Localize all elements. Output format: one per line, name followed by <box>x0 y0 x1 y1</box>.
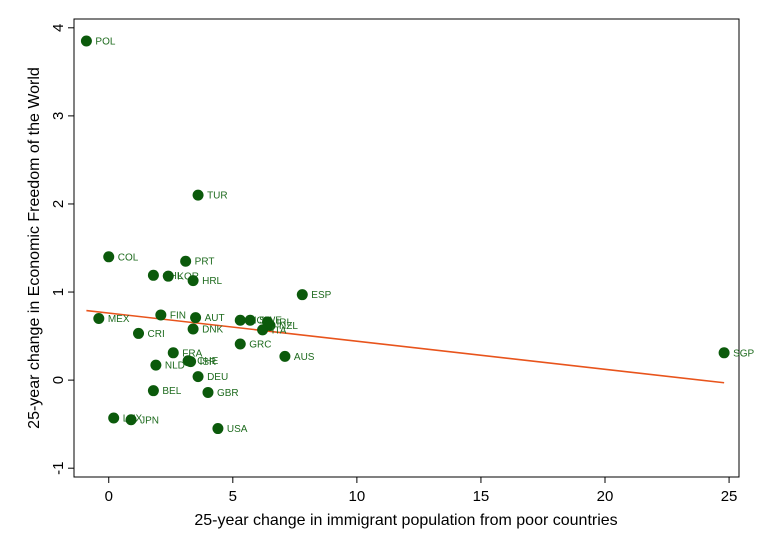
point-prt <box>180 255 192 267</box>
point-aus <box>279 350 291 362</box>
x-tick-label: 0 <box>105 488 113 505</box>
point-nor <box>234 314 246 326</box>
point-bel <box>147 385 159 397</box>
point-lux <box>108 412 120 424</box>
point-label-deu: DEU <box>207 372 228 383</box>
x-axis: 0 5 10 15 20 25 <box>105 477 738 505</box>
y-tick-label: -1 <box>50 462 67 475</box>
point-label-grc: GRC <box>249 340 271 351</box>
point-label-mex: MEX <box>108 314 130 325</box>
point-label-kor: KOR <box>177 272 199 283</box>
point-label-jpn: JPN <box>140 415 159 426</box>
point-label-fin: FIN <box>170 310 186 321</box>
point-kor <box>162 270 174 282</box>
point-label-usa: USA <box>227 424 248 435</box>
point-hrl <box>187 275 199 287</box>
y-tick-label: 0 <box>50 376 67 384</box>
point-pol <box>80 35 92 47</box>
x-tick-label: 20 <box>597 488 614 505</box>
point-label-dnk: DNK <box>202 325 223 336</box>
point-isr <box>185 356 197 368</box>
point-label-nor: NOR <box>249 316 271 327</box>
point-label-che: CHE <box>197 356 218 367</box>
x-tick-label: 10 <box>349 488 366 505</box>
point-label-col: COL <box>118 252 139 263</box>
point-usa <box>212 423 224 435</box>
point-fra <box>167 347 179 359</box>
y-axis-title: 25-year change in Economic Freedom of th… <box>26 67 43 429</box>
point-label-esp: ESP <box>311 290 331 301</box>
point-label-fra: FRA <box>182 348 202 359</box>
point-label-irl: IRL <box>277 317 293 328</box>
point-label-aus: AUS <box>294 352 315 363</box>
point-dnk <box>187 323 199 335</box>
point-gbr <box>202 386 214 398</box>
point-label-gbr: GBR <box>217 388 239 399</box>
point-label-isr: ISR <box>200 357 217 368</box>
point-sgp <box>718 347 730 359</box>
point-esp <box>296 289 308 301</box>
y-axis: -1 0 1 2 3 4 <box>50 24 74 475</box>
x-tick-label: 25 <box>721 488 738 505</box>
point-tur <box>192 189 204 201</box>
x-tick-label: 15 <box>473 488 490 505</box>
point-jpn <box>125 414 137 426</box>
y-tick-label: 3 <box>50 112 67 120</box>
point-label-nld: NLD <box>165 361 185 372</box>
point-label-prt: PRT <box>195 257 215 268</box>
x-tick-label: 5 <box>229 488 237 505</box>
x-axis-title: 25-year change in immigrant population f… <box>194 512 617 529</box>
point-aut <box>190 312 202 324</box>
point-chl <box>147 269 159 281</box>
point-label-nzl: NZL <box>279 321 298 332</box>
point-label-sgp: SGP <box>733 348 754 359</box>
point-deu <box>192 371 204 383</box>
point-label-tur: TUR <box>207 191 228 202</box>
point-col <box>103 251 115 263</box>
fit-line <box>86 309 725 384</box>
point-grc <box>234 338 246 350</box>
plot-area-frame <box>73 18 740 478</box>
y-tick-label: 4 <box>50 24 67 32</box>
point-label-cri: CRI <box>148 329 165 340</box>
y-tick-label: 1 <box>50 288 67 296</box>
point-nld <box>150 359 162 371</box>
data-points: POLTURCOLPRTCHLKORHRLESPFINAUTMEXNORSWEI… <box>80 35 755 435</box>
point-label-aut: AUT <box>205 313 225 324</box>
point-label-ita: ITA <box>272 325 287 336</box>
y-tick-label: 2 <box>50 200 67 208</box>
point-label-hrl: HRL <box>202 276 222 287</box>
point-mex <box>93 312 105 324</box>
fit-line-group <box>86 309 725 384</box>
point-swe <box>244 314 256 326</box>
point-cri <box>133 327 145 339</box>
point-label-pol: POL <box>95 37 115 48</box>
point-fin <box>155 309 167 321</box>
point-label-bel: BEL <box>162 386 181 397</box>
point-ita <box>257 324 269 336</box>
